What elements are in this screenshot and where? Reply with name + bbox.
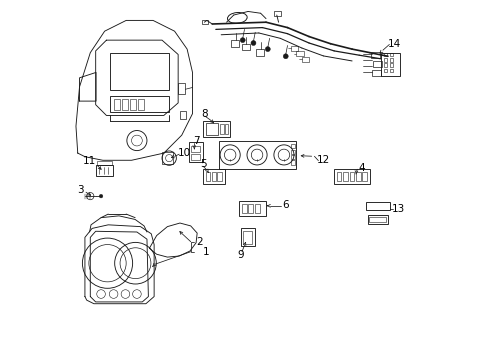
Bar (290, 46, 298, 51)
Text: 12: 12 (316, 155, 329, 165)
Bar (180, 111, 186, 119)
Bar (290, 160, 295, 165)
Bar (239, 201, 265, 216)
Circle shape (99, 194, 102, 198)
Bar (254, 204, 259, 213)
Text: 7: 7 (193, 136, 200, 145)
Bar (290, 149, 295, 154)
Bar (343, 172, 347, 181)
Bar (188, 142, 202, 162)
Bar (370, 51, 379, 58)
Bar (383, 58, 386, 62)
Bar (383, 63, 386, 67)
Bar (224, 124, 228, 134)
Bar (290, 144, 295, 148)
Text: 13: 13 (391, 204, 405, 214)
Bar (231, 40, 239, 46)
Bar (130, 99, 136, 110)
Bar (367, 215, 387, 224)
Text: 8: 8 (202, 109, 208, 119)
Bar (205, 123, 218, 135)
Bar (97, 161, 112, 165)
Bar (217, 172, 221, 181)
Bar (241, 204, 246, 213)
Bar (383, 53, 386, 56)
Bar (122, 99, 128, 110)
Bar (96, 165, 113, 176)
Circle shape (250, 41, 255, 45)
Bar (203, 168, 224, 184)
Bar (110, 53, 169, 90)
Bar (274, 12, 280, 16)
Bar (349, 172, 353, 181)
Bar (205, 172, 210, 181)
Circle shape (265, 46, 270, 51)
Text: 6: 6 (282, 200, 288, 210)
Bar (301, 57, 308, 62)
Bar (191, 154, 200, 159)
Bar (220, 124, 224, 134)
Bar (242, 44, 249, 50)
Bar (389, 53, 392, 56)
Bar (380, 53, 400, 76)
Bar (241, 228, 254, 246)
Text: 4: 4 (358, 163, 365, 173)
Bar (366, 202, 389, 211)
Text: 3: 3 (77, 185, 84, 195)
Text: 5: 5 (200, 159, 206, 169)
Bar (203, 121, 230, 137)
Bar (138, 99, 144, 110)
Bar (178, 83, 185, 94)
Bar (368, 217, 386, 222)
Circle shape (283, 54, 287, 59)
Bar (333, 169, 369, 184)
Bar (247, 204, 253, 213)
Bar (355, 172, 360, 181)
Bar (162, 152, 173, 164)
Text: 9: 9 (237, 250, 244, 260)
Bar (211, 172, 215, 181)
Text: 2: 2 (196, 237, 203, 247)
Bar (191, 146, 200, 152)
Text: 1: 1 (203, 247, 209, 257)
Bar (219, 140, 296, 169)
Bar (336, 172, 341, 181)
Bar (256, 49, 264, 55)
Text: 14: 14 (387, 39, 400, 49)
Bar (371, 69, 380, 76)
Bar (243, 231, 251, 244)
Bar (110, 96, 169, 112)
Bar (290, 155, 295, 159)
Text: 10: 10 (177, 148, 190, 158)
Bar (362, 172, 366, 181)
Bar (202, 20, 207, 24)
Bar (389, 58, 392, 62)
Bar (383, 69, 386, 72)
Bar (389, 69, 392, 72)
Bar (389, 63, 392, 67)
Bar (113, 99, 120, 110)
Text: 11: 11 (83, 156, 96, 166)
Bar (372, 60, 381, 67)
Circle shape (240, 38, 244, 42)
Bar (296, 51, 303, 56)
